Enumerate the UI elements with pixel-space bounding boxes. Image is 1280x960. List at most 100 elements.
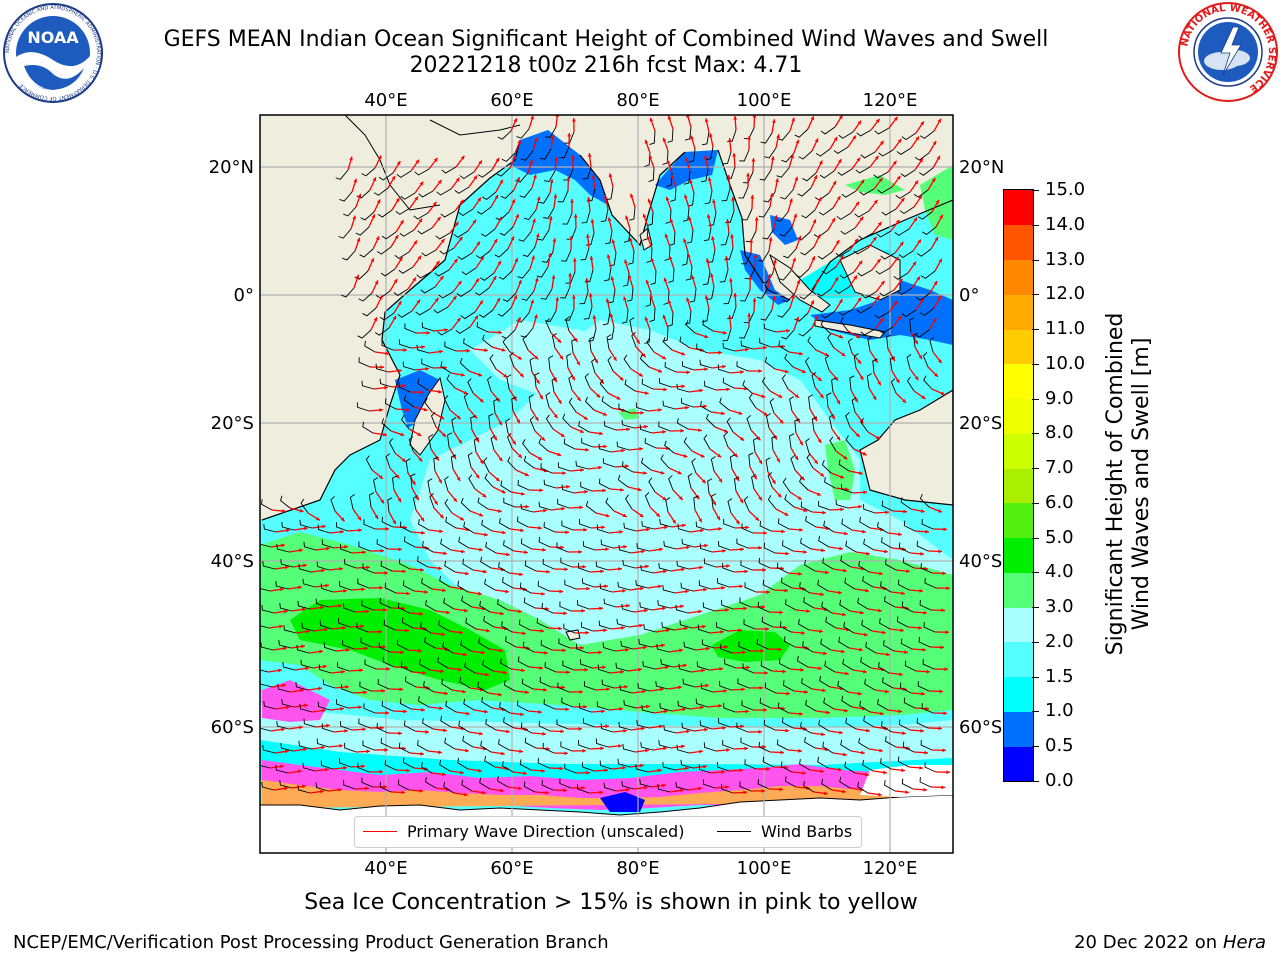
wind-barb: [890, 378, 897, 394]
wind-barb: [736, 538, 749, 549]
wave-arrow-head: [901, 768, 905, 773]
wave-arrow-head: [802, 771, 806, 775]
wind-barb: [483, 457, 490, 473]
wind-barb: [648, 167, 655, 182]
wave-arrow-head: [739, 499, 744, 504]
wave-arrow-head: [437, 179, 442, 184]
wind-barb: [771, 435, 777, 451]
wave-arrow-head: [914, 180, 919, 185]
wave-arrow-head: [659, 547, 663, 552]
wave-arrow-head: [398, 368, 402, 373]
wind-barb: [381, 340, 394, 351]
wind-barb: [363, 703, 376, 714]
wind-barb: [691, 458, 697, 474]
wave-arrow-head: [585, 630, 589, 635]
wind-barb: [853, 247, 869, 255]
wave-arrow-head: [913, 217, 918, 222]
wave-arrow-head: [406, 591, 410, 596]
wind-barb: [281, 698, 295, 708]
wave-arrow-head: [384, 748, 388, 752]
wind-barb: [538, 192, 551, 204]
wave-arrow-head: [733, 293, 738, 297]
wave-arrow-head: [463, 652, 467, 657]
wind-barb: [557, 682, 570, 693]
wave-arrow-head: [325, 583, 329, 588]
wave-arrow-head: [613, 356, 617, 361]
wind-barb: [863, 538, 875, 551]
wave-arrow-head: [303, 747, 307, 752]
wind-barb: [746, 415, 752, 431]
wind-barb: [845, 412, 851, 428]
wind-barb: [646, 337, 655, 353]
wind-barb: [379, 378, 393, 388]
wave-arrow-head: [699, 565, 703, 570]
wind-barb: [517, 480, 530, 491]
wind-barb: [344, 558, 357, 569]
colorbar-label: 15.0: [1045, 179, 1086, 200]
wave-arrow-head: [385, 527, 389, 531]
wind-barb: [664, 361, 677, 373]
wave-arrow-head: [726, 748, 730, 752]
wind-barb: [559, 601, 572, 612]
wind-barb: [642, 661, 656, 670]
wave-arrow-head: [402, 569, 406, 574]
wind-barb: [543, 522, 556, 533]
wind-barb: [477, 169, 493, 178]
wind-barb: [685, 320, 696, 334]
wind-barb: [811, 416, 817, 432]
wave-arrow-head: [485, 672, 489, 677]
wind-barb: [520, 150, 534, 161]
wave-arrow-head: [602, 665, 606, 670]
wind-barb: [696, 661, 710, 671]
wind-barb: [670, 187, 677, 202]
wind-barb: [700, 168, 709, 183]
wind-barb: [402, 580, 415, 592]
wave-arrow-head: [898, 278, 903, 283]
wave-arrow-head: [785, 728, 789, 733]
wind-barb: [635, 763, 649, 773]
wind-barb: [649, 307, 656, 322]
wind-barb: [641, 705, 655, 714]
wave-arrow-head: [866, 551, 870, 556]
wind-barb: [760, 132, 773, 144]
wave-arrow-head: [638, 372, 643, 377]
wave-arrow-head: [905, 790, 909, 795]
wind-barb: [856, 306, 872, 314]
wave-arrow-head: [708, 133, 713, 138]
wave-arrow-head: [642, 213, 647, 218]
wave-arrow-head: [698, 428, 702, 433]
wave-arrow-head: [940, 391, 945, 396]
wave-arrow-head: [359, 668, 363, 673]
wind-barb: [399, 229, 415, 237]
wave-arrow-head: [941, 785, 945, 790]
wind-barb: [562, 413, 572, 428]
wind-barb: [451, 417, 457, 433]
wind-barb: [301, 622, 315, 632]
wave-arrow-head: [497, 509, 502, 513]
wave-arrow-head: [624, 259, 628, 264]
lon-tick: 120°E: [863, 90, 918, 111]
wind-barb: [695, 521, 709, 531]
wave-arrow-head: [572, 258, 577, 262]
wind-barb: [454, 186, 470, 194]
wave-arrow-head: [915, 136, 919, 141]
wind-barb: [417, 227, 433, 235]
wave-arrow-head: [858, 691, 862, 696]
wave-arrow-head: [758, 369, 762, 373]
wind-barb: [677, 700, 691, 710]
wave-arrow-head: [943, 711, 947, 716]
wind-barb: [424, 636, 436, 649]
wave-arrow-head: [398, 257, 403, 262]
wave-arrow-head: [785, 551, 789, 556]
wave-arrow-head: [305, 666, 309, 671]
wave-arrow-head: [793, 213, 798, 218]
wind-barb: [617, 758, 631, 768]
sea-ice-note: Sea Ice Concentration > 15% is shown in …: [304, 890, 918, 915]
wind-barb: [658, 421, 671, 432]
wind-barb: [444, 498, 453, 514]
wave-arrow-head: [758, 729, 762, 734]
wind-barb: [502, 337, 511, 353]
wave-arrow-head: [686, 545, 690, 550]
wind-barb: [484, 578, 496, 591]
wave-arrow-head: [483, 569, 487, 574]
